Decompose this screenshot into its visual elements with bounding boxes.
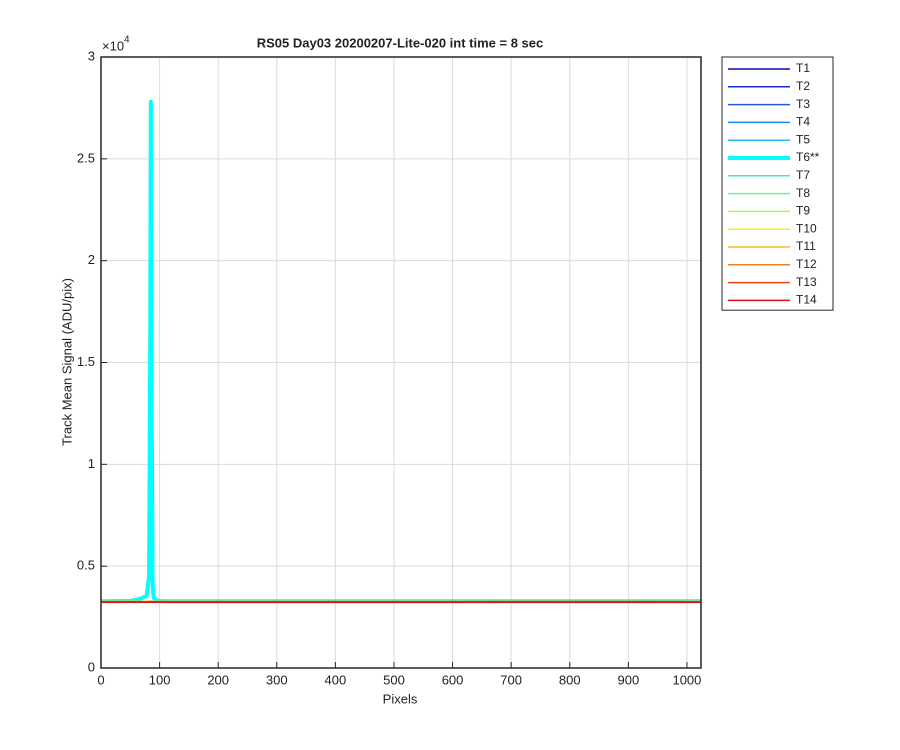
- y-tick-label: 0: [88, 659, 95, 674]
- legend-label: T14: [796, 293, 817, 307]
- legend-label: T6**: [796, 150, 820, 164]
- y-tick-label: 1: [88, 456, 95, 471]
- y-exponent-base: ×10: [102, 38, 124, 53]
- x-tick-label: 0: [97, 672, 104, 687]
- x-tick-label: 800: [559, 672, 581, 687]
- y-tick-label: 3: [88, 48, 95, 63]
- y-axis-label: Track Mean Signal (ADU/pix): [59, 278, 74, 446]
- legend-label: T1: [796, 61, 810, 75]
- legend-box: [721, 56, 834, 311]
- legend-label: T10: [796, 221, 817, 235]
- x-tick-label: 200: [207, 672, 229, 687]
- x-tick-label: 1000: [672, 672, 701, 687]
- x-tick-label: 300: [266, 672, 288, 687]
- legend: T1 T2 T3 T4 T5 T6** T7 T8 T9 T10 T11 T12 T13 T14: [721, 56, 834, 311]
- chart-title: RS05 Day03 20200207-Lite-020 int time = …: [257, 35, 544, 50]
- legend-label: T2: [796, 79, 810, 93]
- y-tick-label: 1.5: [77, 354, 95, 369]
- x-tick-label: 400: [325, 672, 347, 687]
- x-tick-label: 600: [442, 672, 464, 687]
- y-tick-label: 0.5: [77, 558, 95, 573]
- x-tick-label: 500: [383, 672, 405, 687]
- x-tick-label: 100: [149, 672, 171, 687]
- legend-label: T5: [796, 132, 810, 146]
- y-tick-label: 2: [88, 252, 95, 267]
- legend-label: T9: [796, 204, 810, 218]
- legend-label: T8: [796, 186, 810, 200]
- legend-label: T3: [796, 97, 810, 111]
- legend-label: T7: [796, 168, 810, 182]
- y-tick-label: 2.5: [77, 150, 95, 165]
- legend-label: T4: [796, 115, 810, 129]
- y-exponent-power: 4: [124, 35, 130, 46]
- x-tick-label: 900: [617, 672, 639, 687]
- plot-area: 0 100 200 300 400 500 600 700 800 900 1000 0 0.5 1 1.5…: [77, 48, 702, 687]
- legend-label: T13: [796, 275, 817, 289]
- x-tick-label: 700: [500, 672, 522, 687]
- axes-box: [100, 56, 702, 669]
- legend-label: T11: [796, 239, 816, 253]
- legend-label: T12: [796, 257, 817, 271]
- x-axis-label: Pixels: [383, 691, 418, 706]
